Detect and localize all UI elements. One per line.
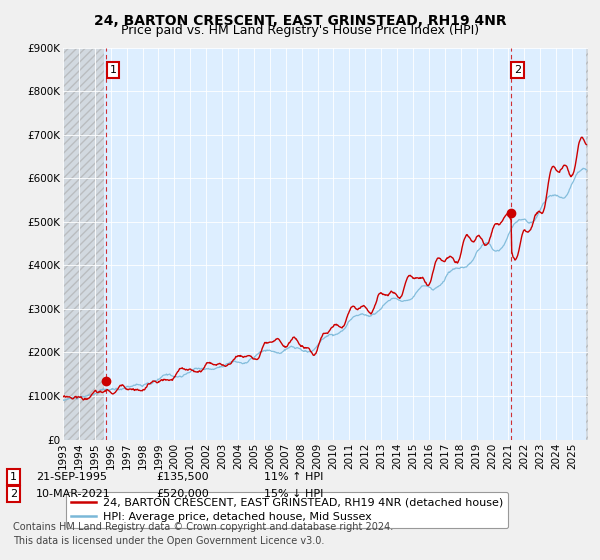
Bar [586,48,588,440]
Text: Price paid vs. HM Land Registry's House Price Index (HPI): Price paid vs. HM Land Registry's House … [121,24,479,36]
Text: 11% ↑ HPI: 11% ↑ HPI [264,472,323,482]
Text: 15% ↓ HPI: 15% ↓ HPI [264,489,323,499]
Text: 10-MAR-2021: 10-MAR-2021 [36,489,111,499]
Text: £520,000: £520,000 [156,489,209,499]
Text: Contains HM Land Registry data © Crown copyright and database right 2024.
This d: Contains HM Land Registry data © Crown c… [13,522,394,546]
Text: 1: 1 [10,472,17,482]
Text: 2: 2 [10,489,17,499]
Bar [63,48,104,440]
Legend: 24, BARTON CRESCENT, EAST GRINSTEAD, RH19 4NR (detached house), HPI: Average pri: 24, BARTON CRESCENT, EAST GRINSTEAD, RH1… [66,492,508,528]
Text: £135,500: £135,500 [156,472,209,482]
Text: 24, BARTON CRESCENT, EAST GRINSTEAD, RH19 4NR: 24, BARTON CRESCENT, EAST GRINSTEAD, RH1… [94,14,506,28]
Text: 21-SEP-1995: 21-SEP-1995 [36,472,107,482]
Text: 1: 1 [109,66,116,75]
Text: 2: 2 [514,66,521,75]
